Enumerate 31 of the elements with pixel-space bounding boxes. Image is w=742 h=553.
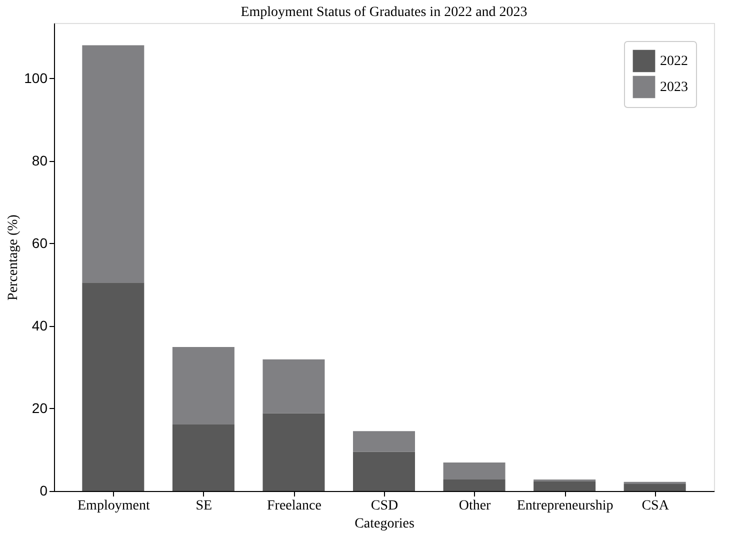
bar	[262, 359, 325, 414]
y-tick-label: 0	[40, 482, 48, 498]
bar	[82, 282, 144, 491]
bar	[624, 484, 686, 491]
bar	[82, 45, 144, 283]
legend-label: 2022	[660, 54, 688, 69]
y-tick-label: 100	[24, 70, 48, 86]
bar	[443, 462, 506, 480]
y-tick-label: 40	[32, 317, 48, 334]
bar	[534, 482, 596, 491]
bar	[534, 479, 596, 482]
x-tick-label: CSD	[370, 498, 398, 514]
x-axis-title: Categories	[354, 516, 414, 532]
bar	[172, 424, 234, 491]
y-axis-title: Percentage (%)	[6, 214, 22, 300]
bar	[172, 346, 234, 424]
legend-label: 2023	[660, 80, 688, 95]
y-tick-label: 20	[32, 400, 48, 416]
bar	[262, 413, 325, 491]
x-tick-label: CSA	[642, 498, 670, 514]
x-tick-label: SE	[196, 498, 212, 514]
chart-title: Employment Status of Graduates in 2022 and 2023	[240, 5, 528, 20]
bar	[443, 479, 506, 491]
x-tick-label: Other	[458, 498, 492, 514]
y-tick-label: 80	[32, 152, 48, 168]
y-tick-label: 60	[32, 234, 48, 251]
bar	[353, 452, 415, 491]
bar	[353, 431, 415, 452]
x-tick-label: Employment	[78, 498, 150, 514]
x-tick-label: Entrepreneurship	[516, 498, 614, 514]
x-tick-label: Freelance	[267, 498, 322, 514]
